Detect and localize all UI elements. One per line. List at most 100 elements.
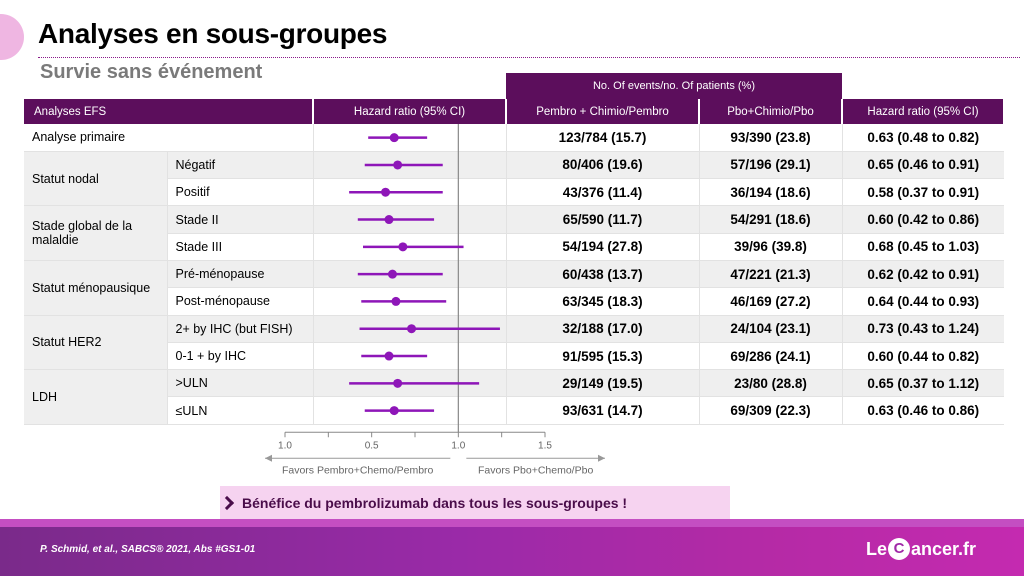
pbo-cell: 69/309 (22.3) <box>698 396 843 425</box>
hr-cell: 0.62 (0.42 to 0.91) <box>841 260 1005 289</box>
plot-cell <box>312 233 507 261</box>
pembro-cell: 32/188 (17.0) <box>505 315 700 343</box>
pbo-cell: 57/196 (29.1) <box>698 151 843 180</box>
pbo-cell: 54/291 (18.6) <box>698 205 843 234</box>
favors-left-label: Favors Pembro+Chemo/Pembro <box>282 464 434 476</box>
hr-cell: 0.63 (0.46 to 0.86) <box>841 396 1005 425</box>
arrow-right-icon <box>598 454 605 462</box>
chevron-right-icon <box>219 495 235 510</box>
hr-point <box>387 269 397 279</box>
brand-c-icon: C <box>888 538 911 560</box>
hr-cell: 0.64 (0.44 to 0.93) <box>841 287 1005 316</box>
pbo-cell: 24/104 (23.1) <box>698 315 843 343</box>
pbo-cell: 23/80 (28.8) <box>698 369 843 398</box>
arrow-left-icon <box>265 454 272 462</box>
plot-cell <box>312 205 507 234</box>
table-row: Statut ménopausique Pré-ménopause 60/438… <box>24 260 1005 316</box>
citation: P. Schmid, et al., SABCS® 2021, Abs #GS1… <box>40 544 256 555</box>
col-header-pbo: Pbo+Chimio/Pbo <box>699 99 844 124</box>
table-row: Positif 43/376 (11.4) 36/194 (18.6) 0.58… <box>24 178 1005 207</box>
group-label: Stade global de la malaldie <box>24 205 167 261</box>
group-label: Statut HER2 <box>24 315 167 371</box>
group-label: LDH <box>24 369 167 425</box>
subgroup-label: ≤ULN <box>166 396 314 425</box>
table-row: 0-1 + by IHC 91/595 (15.3) 69/286 (24.1)… <box>24 342 1005 371</box>
pbo-cell: 36/194 (18.6) <box>698 178 843 207</box>
pembro-cell: 54/194 (27.8) <box>505 233 700 261</box>
x-tick-label: 1.0 <box>451 440 465 451</box>
plot-cell <box>312 369 507 398</box>
plot-cell <box>312 151 507 180</box>
pembro-cell: 91/595 (15.3) <box>505 342 700 371</box>
hr-point <box>393 160 403 170</box>
hr-point <box>407 324 417 334</box>
table-row: LDH >ULN 29/149 (19.5) 23/80 (28.8) 0.65… <box>24 369 1005 425</box>
pembro-cell: 43/376 (11.4) <box>505 178 700 207</box>
forest-table: Analyses EFS Hazard ratio (95% CI) Pembr… <box>24 99 1006 425</box>
hr-cell: 0.60 (0.42 to 0.86) <box>841 205 1005 234</box>
page-title: Analyses en sous-groupes <box>38 18 388 49</box>
pbo-cell: 46/169 (27.2) <box>698 287 843 316</box>
hr-point <box>389 133 399 143</box>
brand-prefix: Le <box>866 538 888 559</box>
subgroup-label: 2+ by IHC (but FISH) <box>166 315 314 343</box>
col-header-hr: Hazard ratio (95% CI) <box>842 99 1006 124</box>
subgroup-label: Stade II <box>166 205 314 234</box>
footer-band <box>0 527 1024 576</box>
hr-point <box>398 242 408 252</box>
hr-cell: 0.68 (0.45 to 1.03) <box>841 233 1005 261</box>
page-subtitle: Survie sans événement <box>40 61 263 83</box>
subgroup-label: Stade III <box>166 233 314 261</box>
hr-point <box>389 406 399 416</box>
favors-right-label: Favors Pbo+Chemo/Pbo <box>478 464 593 476</box>
footer-stripe <box>0 519 1024 527</box>
pbo-cell: 47/221 (21.3) <box>698 260 843 289</box>
table-header-row: Analyses EFS Hazard ratio (95% CI) Pembr… <box>24 99 1006 124</box>
col-header-pembro: Pembro + Chimio/Pembro <box>506 99 701 124</box>
hr-cell: 0.63 (0.48 to 0.82) <box>841 124 1005 152</box>
brand-suffix: ancer.fr <box>911 538 977 559</box>
title-divider <box>38 57 1020 58</box>
table-row: Stade III 54/194 (27.8) 39/96 (39.8) 0.6… <box>24 233 1005 261</box>
x-tick-label: 0.5 <box>365 440 379 451</box>
hr-point <box>393 378 403 388</box>
table-row: Stade global de la malaldie Stade II 65/… <box>24 205 1005 261</box>
pembro-cell: 80/406 (19.6) <box>505 151 700 180</box>
pbo-cell: 39/96 (39.8) <box>698 233 843 261</box>
x-tick-label: 1.0 <box>278 440 292 451</box>
hr-point <box>391 296 401 306</box>
hr-point <box>384 215 394 225</box>
table-row: ≤ULN 93/631 (14.7) 69/309 (22.3) 0.63 (0… <box>24 396 1005 425</box>
col-header-analyses: Analyses EFS <box>24 99 315 124</box>
hr-cell: 0.60 (0.44 to 0.82) <box>841 342 1005 371</box>
group-label: Statut nodal <box>24 151 167 207</box>
pembro-cell: 29/149 (19.5) <box>505 369 700 398</box>
pembro-cell: 60/438 (13.7) <box>505 260 700 289</box>
subgroup-label: Négatif <box>166 151 314 180</box>
subgroup-label: Post-ménopause <box>166 287 314 316</box>
subgroup-label: Positif <box>166 178 314 207</box>
pbo-cell: 93/390 (23.8) <box>698 124 843 152</box>
subgroup-label: Pré-ménopause <box>166 260 314 289</box>
table-row: Analyse primaire 123/784 (15.7) 93/390 (… <box>24 124 1005 152</box>
subgroup-label: >ULN <box>166 369 314 398</box>
conclusion-callout: Bénéfice du pembrolizumab dans tous les … <box>219 486 730 519</box>
hr-cell: 0.73 (0.43 to 1.24) <box>841 315 1005 343</box>
hr-cell: 0.65 (0.37 to 1.12) <box>841 369 1005 398</box>
hr-cell: 0.58 (0.37 to 0.91) <box>841 178 1005 207</box>
hr-point <box>384 351 394 361</box>
hr-point <box>381 187 391 197</box>
pbo-cell: 69/286 (24.1) <box>698 342 843 371</box>
table-row: Statut nodal Négatif 80/406 (19.6) 57/19… <box>24 151 1005 207</box>
brand-logo: Le C ancer.fr <box>866 538 976 560</box>
conclusion-text: Bénéfice du pembrolizumab dans tous les … <box>242 494 628 511</box>
table-row: Statut HER2 2+ by IHC (but FISH) 32/188 … <box>24 315 1005 371</box>
pembro-cell: 123/784 (15.7) <box>505 124 700 152</box>
group-label: Analyse primaire <box>24 124 314 152</box>
hr-cell: 0.65 (0.46 to 0.91) <box>841 151 1005 180</box>
pembro-cell: 63/345 (18.3) <box>505 287 700 316</box>
col-header-plot: Hazard ratio (95% CI) <box>313 99 508 124</box>
group-label: Statut ménopausique <box>24 260 167 316</box>
